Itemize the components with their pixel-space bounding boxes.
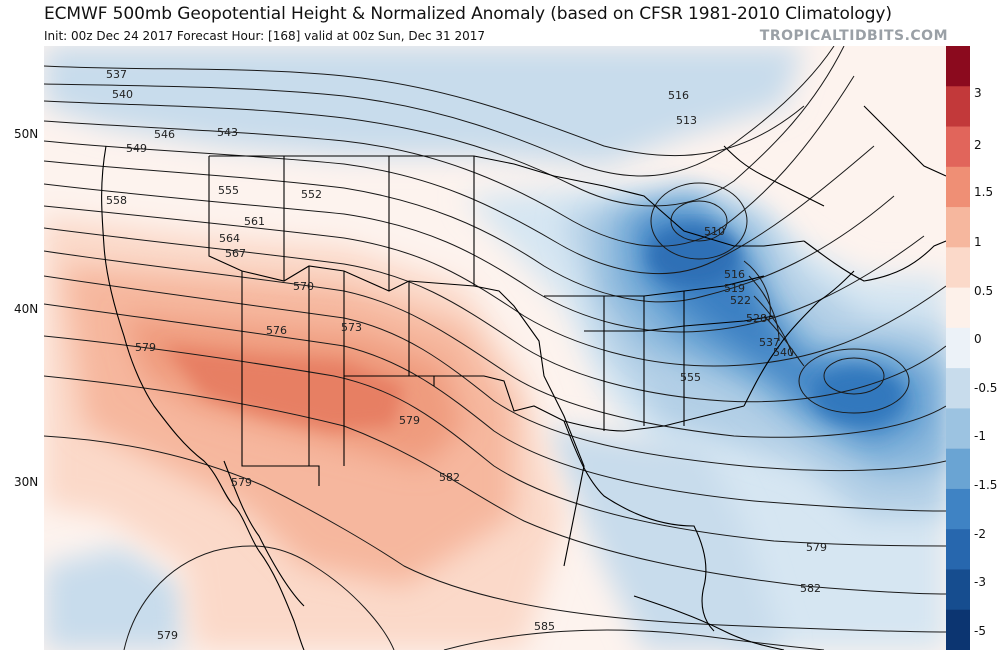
contour-label: 579 <box>135 341 156 354</box>
contour-label: 564 <box>219 232 240 245</box>
contour-label: 579 <box>231 476 252 489</box>
contour-label: 537 <box>759 336 780 349</box>
colorbar-swatch <box>946 609 970 650</box>
colorbar-swatch <box>946 368 970 409</box>
contour-label: 561 <box>244 215 265 228</box>
colorbar-label: 0 <box>974 332 982 346</box>
contour-label: 582 <box>800 582 821 595</box>
colorbar-swatch <box>946 247 970 289</box>
contour-label: 579 <box>157 629 178 642</box>
anomaly-shading <box>44 46 946 650</box>
colorbar-swatch <box>946 529 970 570</box>
colorbar-label: 1 <box>974 235 982 249</box>
contour-label: 582 <box>439 471 460 484</box>
contour-label: 516 <box>668 89 689 102</box>
coastlines-borders <box>101 105 946 650</box>
contour-labels: 537 540 543 546 549 558 555 552 561 564 … <box>106 68 827 642</box>
contour-label: 546 <box>154 128 175 141</box>
contour-label: 579 <box>806 541 827 554</box>
map-title: ECMWF 500mb Geopotential Height & Normal… <box>44 4 892 24</box>
anomaly-colorbar <box>946 46 970 650</box>
contour-label: 552 <box>301 188 322 201</box>
contour-label: 543 <box>217 126 238 139</box>
contour-label: 573 <box>341 321 362 334</box>
colorbar-label: 3 <box>974 86 982 100</box>
colorbar-label: -5 <box>974 624 986 638</box>
colorbar-label: -1.5 <box>974 478 998 492</box>
contour-label: 513 <box>676 114 697 127</box>
height-contours <box>44 46 946 650</box>
colorbar-label: 1.5 <box>974 185 994 199</box>
lat-label-40n: 40N <box>14 302 39 316</box>
contour-label: 510 <box>704 225 725 238</box>
contour-label: 540 <box>112 88 133 101</box>
contour-label: 522 <box>730 294 751 307</box>
colorbar-label: -1 <box>974 429 986 443</box>
colorbar-swatch <box>946 126 970 168</box>
colorbar-swatch <box>946 166 970 208</box>
contour-label: 555 <box>218 184 239 197</box>
contour-label: 558 <box>106 194 127 207</box>
colorbar-swatch <box>946 448 970 490</box>
colorbar-swatch <box>946 207 970 248</box>
map-subtitle: Init: 00z Dec 24 2017 Forecast Hour: [16… <box>44 29 486 43</box>
contour-label: 576 <box>266 324 287 337</box>
colorbar-swatch <box>946 488 970 530</box>
colorbar-swatch <box>946 86 970 128</box>
contour-label: 570 <box>293 280 314 293</box>
colorbar-swatch <box>946 287 970 329</box>
contour-label: 555 <box>680 371 701 384</box>
contour-label: 528 <box>746 312 767 325</box>
contour-label: 585 <box>534 620 555 633</box>
lat-label-30n: 30N <box>14 475 39 489</box>
colorbar-label: -3 <box>974 575 986 589</box>
colorbar-label: -2 <box>974 527 986 541</box>
lat-label-50n: 50N <box>14 127 39 141</box>
contour-label: 540 <box>773 346 794 359</box>
contour-label: 579 <box>399 414 420 427</box>
anomaly-map: 537 540 543 546 549 558 555 552 561 564 … <box>44 46 946 650</box>
colorbar-label: -0.5 <box>974 381 998 395</box>
contour-label: 516 <box>724 268 745 281</box>
colorbar-swatch <box>946 569 970 611</box>
contour-label: 537 <box>106 68 127 81</box>
colorbar-swatch <box>946 327 970 369</box>
contour-label: 519 <box>724 282 745 295</box>
contour-label: 549 <box>126 142 147 155</box>
colorbar-label: 0.5 <box>974 284 994 298</box>
watermark: TROPICALTIDBITS.COM <box>759 28 948 44</box>
colorbar-label: 2 <box>974 138 982 152</box>
contour-label: 567 <box>225 247 246 260</box>
colorbar-swatch <box>946 408 970 450</box>
colorbar-swatch <box>946 46 970 87</box>
